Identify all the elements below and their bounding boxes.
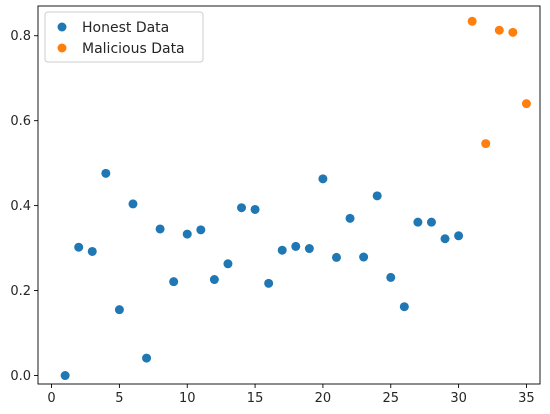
honest-data-point: [60, 371, 70, 381]
malicious-data-point: [481, 139, 491, 149]
honest-data-point: [142, 353, 152, 363]
honest-data-point: [413, 217, 423, 227]
malicious-data-point: [508, 27, 518, 37]
y-tick-label: 0.6: [10, 114, 31, 129]
honest-data-point: [318, 174, 328, 184]
honest-data-point: [264, 278, 274, 288]
malicious-data-point: [467, 16, 477, 26]
honest-data-point: [155, 224, 165, 234]
honest-data-point: [250, 204, 260, 214]
data-points: [60, 16, 531, 381]
legend-marker-honest-data: [57, 22, 67, 32]
honest-data-point: [386, 272, 396, 282]
honest-data-point: [359, 252, 369, 262]
legend-label-malicious-data: Malicious Data: [82, 41, 185, 57]
honest-data-point: [277, 245, 287, 255]
honest-data-point: [87, 246, 97, 256]
honest-data-point: [114, 305, 124, 315]
x-tick-label: 0: [47, 391, 55, 406]
honest-data-point: [291, 241, 301, 251]
y-tick-label: 0.4: [10, 199, 31, 214]
honest-data-point: [101, 168, 111, 178]
malicious-data-point: [521, 99, 531, 109]
x-tick-label: 5: [115, 391, 123, 406]
honest-data-point: [399, 302, 409, 312]
honest-data-point: [372, 191, 382, 201]
legend-box: [44, 11, 204, 63]
honest-data-point: [440, 234, 450, 244]
y-tick-label: 0.0: [10, 369, 31, 384]
honest-data-point: [169, 277, 179, 287]
y-tick-label: 0.8: [10, 29, 31, 44]
x-tick-label: 10: [179, 391, 196, 406]
honest-data-point: [223, 259, 233, 269]
x-axis: 0 5 10 15 20 25 30 35: [47, 384, 535, 406]
honest-data-point: [237, 203, 247, 213]
y-tick-label: 0.2: [10, 284, 31, 299]
honest-data-point: [345, 213, 355, 223]
x-tick-label: 35: [518, 391, 535, 406]
honest-data-point: [209, 275, 219, 285]
legend-label-honest-data: Honest Data: [82, 20, 169, 36]
x-tick-label: 25: [382, 391, 399, 406]
x-tick-label: 15: [247, 391, 264, 406]
honest-data-point: [331, 252, 341, 262]
honest-data-point: [128, 199, 138, 209]
x-tick-label: 30: [450, 391, 467, 406]
honest-data-point: [196, 225, 206, 235]
honest-data-point: [454, 231, 464, 241]
honest-data-point: [74, 242, 84, 252]
x-tick-label: 20: [315, 391, 332, 406]
honest-data-point: [182, 229, 192, 239]
honest-data-point: [304, 244, 314, 254]
legend-marker-malicious-data: [57, 43, 67, 53]
malicious-data-point: [494, 25, 504, 35]
y-axis: 0.0 0.2 0.4 0.6 0.8: [10, 29, 38, 384]
honest-data-point: [426, 217, 436, 227]
plot-frame: [37, 5, 541, 385]
legend: Honest Data Malicious Data: [44, 11, 204, 63]
